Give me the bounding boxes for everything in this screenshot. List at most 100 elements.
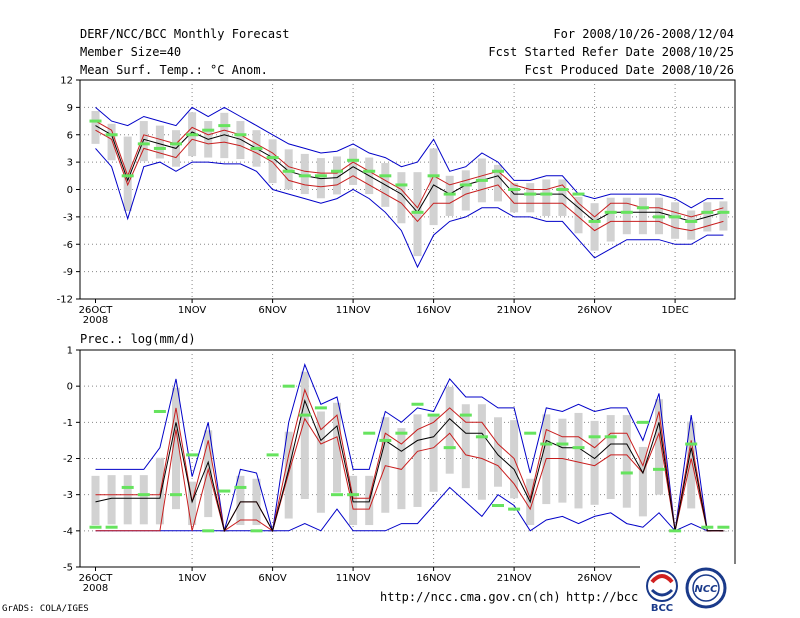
precip-panel-title: Prec.: log(mm/d) bbox=[80, 332, 196, 346]
precip-x-tick-label: 26NOV bbox=[577, 573, 612, 584]
temp-y-tick-label: 0 bbox=[67, 185, 73, 196]
precip-observed-mark bbox=[266, 453, 279, 457]
precip-member-box bbox=[622, 415, 631, 508]
precip-observed-mark bbox=[669, 529, 682, 533]
precip-observed-mark bbox=[186, 453, 199, 457]
temp-member-box bbox=[155, 125, 164, 159]
temp-x-tick-label: 6NOV bbox=[258, 305, 287, 316]
forecast-title: DERF/NCC/BCC Monthly Forecast bbox=[80, 27, 290, 41]
temp-member-box bbox=[671, 202, 680, 239]
logo-group: BCC NCC bbox=[640, 564, 736, 614]
precip-member-box bbox=[91, 475, 100, 526]
temp-observed-mark bbox=[411, 210, 424, 214]
precip-observed-mark bbox=[701, 525, 714, 529]
temp-member-box bbox=[461, 170, 470, 211]
precip-lower-quartile-line bbox=[95, 417, 724, 532]
ncc-url-link[interactable]: http://ncc.cma.gov.cn(ch) bbox=[380, 590, 561, 604]
temp-member-box bbox=[413, 172, 422, 257]
temp-member-box bbox=[687, 210, 696, 240]
precip-member-box bbox=[703, 530, 712, 532]
precip-observed-mark bbox=[572, 446, 585, 450]
precip-member-box bbox=[284, 431, 293, 519]
temp-observed-mark bbox=[250, 146, 263, 150]
precip-observed-mark bbox=[121, 485, 134, 489]
temp-member-box bbox=[91, 111, 100, 144]
precip-x-tick-label: 1NOV bbox=[178, 573, 207, 584]
precip-observed-mark bbox=[363, 431, 376, 435]
precip-observed-mark bbox=[411, 402, 424, 406]
precip-member-box bbox=[236, 475, 245, 526]
temp-member-box bbox=[558, 179, 567, 216]
forecast-started-date: Fcst Started Refer Date 2008/10/25 bbox=[488, 45, 734, 59]
precip-member-box bbox=[316, 411, 325, 513]
precip-observed-mark bbox=[475, 435, 488, 439]
temp-observed-mark bbox=[202, 128, 215, 132]
temp-y-tick-label: 3 bbox=[67, 158, 73, 169]
temp-y-tick-label: -12 bbox=[57, 295, 73, 306]
precip-x-tick-label: 21NOV bbox=[497, 573, 532, 584]
precip-observed-mark bbox=[105, 525, 118, 529]
temp-member-box bbox=[510, 183, 519, 213]
precip-observed-mark bbox=[395, 431, 408, 435]
temp-observed-mark bbox=[443, 192, 456, 196]
temp-member-box bbox=[236, 121, 245, 160]
temp-median-line bbox=[95, 125, 724, 223]
temp-observed-mark bbox=[556, 188, 569, 191]
temp-member-box bbox=[606, 197, 615, 242]
temp-x-tick-label: 26NOV bbox=[577, 305, 612, 316]
precip-member-box bbox=[461, 404, 470, 489]
precip-observed-mark bbox=[492, 504, 504, 508]
precip-y-tick-label: -5 bbox=[63, 563, 73, 574]
temp-max-line bbox=[95, 106, 724, 209]
precip-min-line bbox=[95, 486, 724, 532]
precip-observed-mark bbox=[331, 493, 343, 497]
precip-observed-mark bbox=[685, 442, 698, 446]
precip-member-box bbox=[429, 416, 438, 492]
precip-x-tick-label: 26OCT bbox=[79, 573, 114, 584]
precip-observed-mark bbox=[556, 442, 569, 446]
temp-observed-mark bbox=[701, 210, 714, 214]
precip-observed-mark bbox=[234, 485, 247, 489]
precip-observed-mark bbox=[636, 420, 649, 424]
precip-member-box bbox=[494, 417, 502, 487]
temp-member-box bbox=[333, 156, 341, 195]
temp-observed-mark bbox=[669, 215, 682, 219]
temp-x-tick-label: 1NOV bbox=[178, 305, 207, 316]
precip-observed-mark bbox=[717, 525, 730, 529]
temp-observed-mark bbox=[298, 174, 311, 178]
precip-member-box bbox=[107, 475, 116, 525]
temp-observed-mark bbox=[508, 188, 521, 191]
precip-observed-mark bbox=[653, 467, 665, 471]
precip-y-tick-label: -2 bbox=[63, 454, 73, 465]
precip-observed-mark bbox=[427, 413, 440, 417]
precip-observed-mark bbox=[137, 493, 150, 497]
temp-observed-mark bbox=[459, 183, 472, 187]
temp-member-box bbox=[107, 123, 116, 161]
temp-observed-mark bbox=[572, 192, 585, 196]
precip-observed-mark bbox=[153, 409, 166, 413]
temp-observed-mark bbox=[524, 192, 537, 196]
precip-observed-mark bbox=[89, 525, 102, 529]
bcc-logo-text: BCC bbox=[651, 603, 673, 614]
precip-member-box bbox=[188, 481, 197, 526]
grads-credit: GrADS: COLA/IGES bbox=[2, 604, 89, 614]
temp-observed-mark bbox=[363, 169, 376, 173]
temp-observed-mark bbox=[170, 142, 182, 146]
precip-observed-mark bbox=[604, 435, 617, 439]
temp-observed-mark bbox=[379, 174, 392, 178]
temp-observed-mark bbox=[347, 158, 360, 162]
precip-member-box bbox=[606, 415, 615, 500]
temp-observed-mark bbox=[282, 169, 295, 173]
bcc-url-link[interactable]: http://bcc.c bbox=[566, 590, 653, 604]
precip-y-tick-label: -4 bbox=[63, 526, 73, 537]
precip-observed-mark bbox=[314, 406, 327, 410]
temp-observed-mark bbox=[234, 133, 247, 137]
temp-lower-quartile-line bbox=[95, 129, 724, 232]
temp-observed-mark bbox=[137, 142, 150, 146]
temp-member-box bbox=[542, 179, 551, 216]
temp-observed-mark bbox=[475, 178, 488, 182]
temp-y-tick-label: 12 bbox=[60, 76, 73, 87]
temp-x-tick-label: 21NOV bbox=[497, 305, 532, 316]
temp-member-box bbox=[445, 175, 454, 216]
